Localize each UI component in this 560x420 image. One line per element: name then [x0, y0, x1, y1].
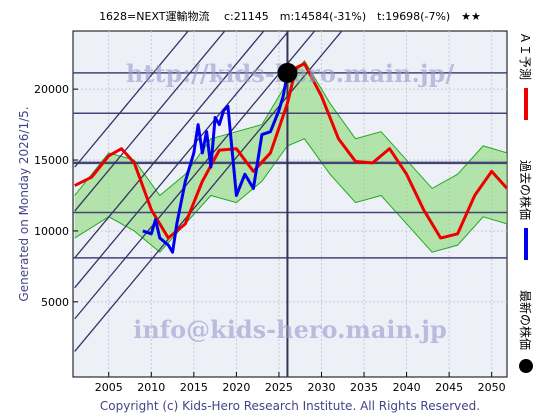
x-tick-label: 2005 [95, 381, 123, 394]
latest-point [277, 62, 298, 83]
series-line [142, 72, 289, 254]
x-tick-label: 2010 [137, 381, 165, 394]
x-tick-label: 2035 [350, 381, 378, 394]
x-tick-label: 2025 [265, 381, 293, 394]
x-tick-label: 2015 [180, 381, 208, 394]
legend-label: 最新の株価 [518, 290, 533, 350]
y-tick-label: 5000 [41, 296, 69, 309]
channel-line [74, 31, 190, 168]
x-tick-label: 2045 [435, 381, 463, 394]
x-tick-label: 2040 [393, 381, 421, 394]
y-tick-label: 10000 [34, 225, 69, 238]
x-tick-label: 2050 [478, 381, 506, 394]
channel-line [74, 31, 316, 320]
channel-line [74, 31, 226, 212]
series-line [74, 62, 507, 240]
watermark: info@kids-hero.main.jp [133, 315, 447, 344]
band-edge [74, 138, 507, 253]
legend-label: 過去の株価 [518, 160, 533, 220]
y-tick-label: 15000 [34, 154, 69, 167]
copyright: Copyright (c) Kids-Hero Research Institu… [100, 399, 480, 413]
band-fill [74, 60, 507, 253]
chart-title: 1628=NEXT運輸物流 c:21145 m:14584(-31%) t:19… [99, 9, 481, 23]
y-tick-label: 20000 [34, 83, 69, 96]
legend-label: ＡＩ予測 [518, 32, 532, 80]
x-tick-label: 2020 [222, 381, 250, 394]
side-label: Generated on Monday 2026/1/5. [17, 106, 31, 301]
channel-line [74, 31, 290, 289]
x-tick-label: 2030 [307, 381, 335, 394]
legend-swatch [519, 359, 533, 374]
channel-line [74, 31, 265, 259]
